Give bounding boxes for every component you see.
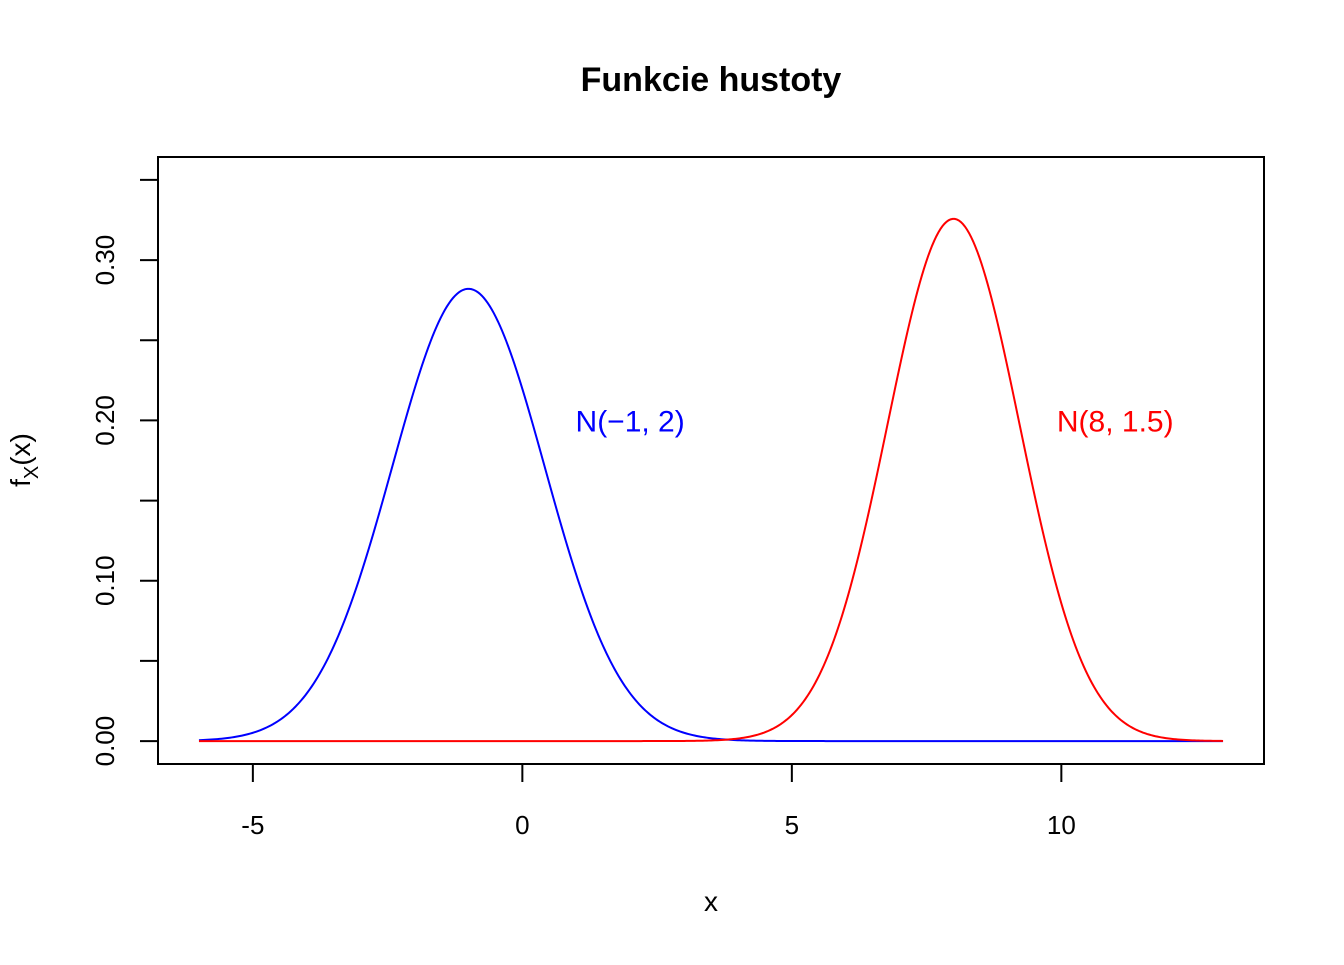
- y-tick-label: 0.10: [90, 555, 120, 606]
- y-tick-label: 0.20: [90, 395, 120, 446]
- y-axis: 0.00 0.10 0.20 0.30: [90, 178, 159, 767]
- y-tick-label: 0.00: [90, 716, 120, 767]
- x-axis-label: x: [704, 886, 718, 917]
- y-label-sub: X: [21, 466, 43, 479]
- chart-title: Funkcie hustoty: [581, 61, 842, 99]
- density-curves: [198, 217, 1224, 743]
- x-tick-label: 10: [1047, 810, 1076, 840]
- plot-frame: [157, 156, 1265, 765]
- curve-label-2: N(8, 1.5): [1057, 405, 1174, 438]
- curve-label-1: N(−1, 2): [576, 405, 685, 438]
- y-label-base: f: [5, 479, 36, 487]
- x-tick-label: -5: [241, 810, 264, 840]
- y-label-tail: (x): [5, 433, 36, 466]
- y-axis-label: fX(x): [5, 433, 43, 487]
- x-axis: -5 0 5 10: [241, 763, 1076, 840]
- density-curve-2: [198, 217, 1224, 743]
- y-tick-label: 0.30: [90, 235, 120, 286]
- x-tick-label: 5: [785, 810, 799, 840]
- curve-labels: N(−1, 2) N(8, 1.5): [576, 405, 1174, 438]
- x-tick-label: 0: [515, 810, 529, 840]
- density-curve-1: [198, 287, 1224, 743]
